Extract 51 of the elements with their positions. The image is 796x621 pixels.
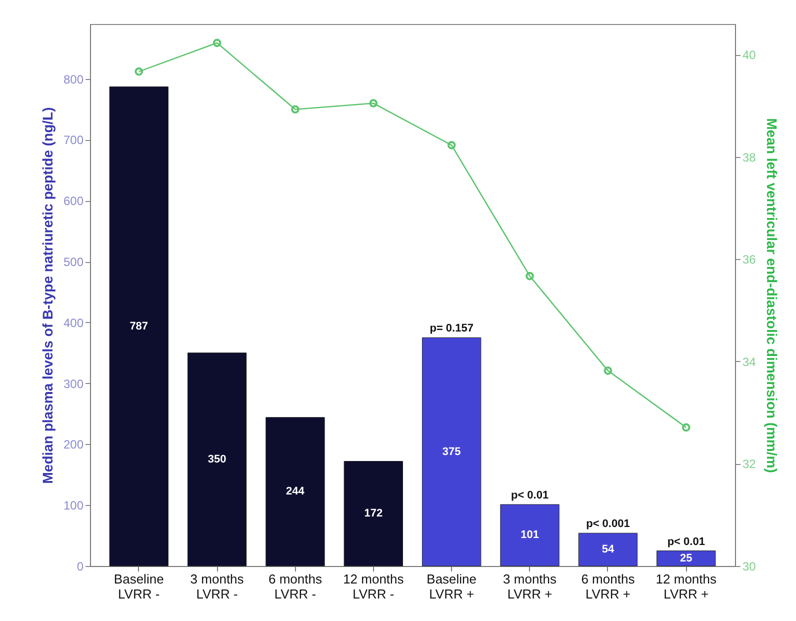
y-tick-label: 200 bbox=[63, 438, 84, 452]
y2-tick-label: 40 bbox=[742, 48, 756, 62]
point bbox=[526, 272, 534, 280]
x-tick-label: Baseline LVRR - bbox=[114, 572, 164, 602]
y2-tick-label: 30 bbox=[742, 560, 756, 574]
y-tick-label: 500 bbox=[63, 255, 84, 270]
data-label: 54 bbox=[602, 544, 615, 556]
y-tick-label: 400 bbox=[63, 316, 84, 330]
x-tick-label: Baseline LVRR + bbox=[426, 572, 477, 602]
y2-axis-title: Mean left ventricular end-diastolic dimension (mm/m) bbox=[764, 118, 780, 473]
y-axis-title: Median plasma levels of B-type natriuretic peptide (ng/L) bbox=[39, 107, 56, 484]
data-label: 25 bbox=[680, 552, 692, 564]
x-tick-label: 3 months LVRR + bbox=[503, 572, 558, 602]
annotation: p< 0.01 bbox=[510, 489, 549, 502]
y-tick-label: 300 bbox=[63, 376, 84, 391]
annotation: p< 0.01 bbox=[667, 536, 705, 548]
data-label: 375 bbox=[442, 446, 461, 458]
annotation: p< 0.001 bbox=[586, 518, 630, 530]
data-label: 787 bbox=[130, 320, 148, 332]
y-tick-label: 800 bbox=[63, 72, 84, 86]
point bbox=[212, 38, 222, 48]
data-label: 350 bbox=[208, 453, 226, 466]
x-tick-label: 12 months LVRR - bbox=[343, 572, 404, 602]
y-tick-label: 700 bbox=[63, 133, 84, 148]
annotation: p= 0.157 bbox=[430, 322, 474, 335]
data-label: 101 bbox=[520, 529, 539, 542]
bar bbox=[422, 337, 482, 566]
y2-tick-label: 32 bbox=[742, 457, 756, 472]
x-tick-label: 6 months LVRR + bbox=[581, 572, 636, 602]
y2-tick-label: 34 bbox=[742, 354, 756, 369]
y-tick-label: 100 bbox=[63, 498, 84, 513]
bar bbox=[109, 86, 168, 566]
point bbox=[604, 366, 612, 375]
bar bbox=[344, 461, 403, 566]
bar bbox=[500, 504, 560, 566]
point bbox=[291, 105, 300, 114]
bar bbox=[266, 417, 325, 566]
y-tick-label: 0 bbox=[76, 560, 84, 574]
x-tick-label: 3 months LVRR - bbox=[190, 572, 244, 602]
data-label: 172 bbox=[364, 508, 383, 520]
y2-tick-label: 38 bbox=[742, 150, 756, 164]
y2-tick-label: 36 bbox=[742, 252, 756, 267]
y-tick-label: 600 bbox=[63, 194, 84, 208]
bar bbox=[656, 550, 716, 566]
point bbox=[369, 99, 378, 108]
bar bbox=[578, 532, 638, 566]
bar bbox=[187, 352, 247, 566]
x-tick-label: 6 months LVRR - bbox=[268, 572, 322, 602]
x-tick-label: 12 months LVRR + bbox=[656, 572, 717, 602]
point bbox=[447, 141, 456, 150]
data-label: 244 bbox=[286, 486, 306, 498]
